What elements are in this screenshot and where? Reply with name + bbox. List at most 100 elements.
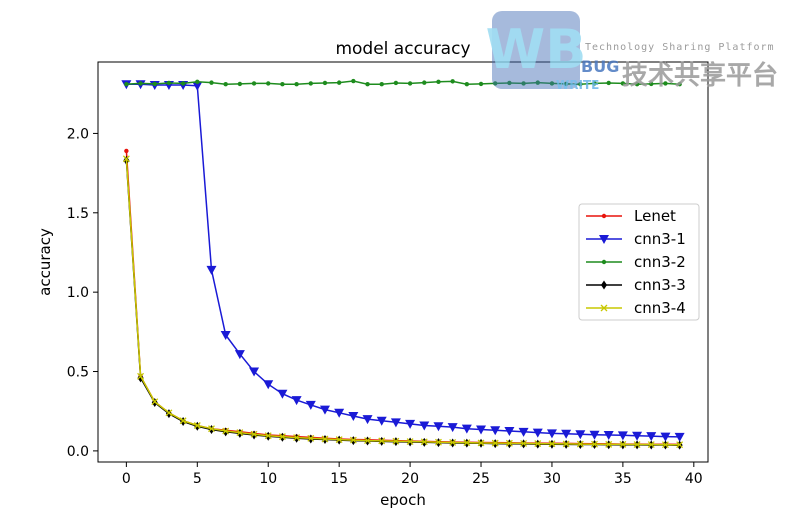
point-cnn3-1 bbox=[660, 432, 671, 442]
point-cnn3-4 bbox=[406, 438, 414, 445]
axis-ticks: 0 5 10 15 20 25 30 35 40 0.0 0.5 1.0 1.5 2.0 bbox=[67, 126, 703, 487]
point-cnn3-2 bbox=[308, 81, 313, 86]
y-tick-label: 0.5 bbox=[67, 365, 89, 381]
point-cnn3-1 bbox=[192, 81, 203, 91]
legend: Lenet cnn3-1 cnn3-2 cnn3-3 cnn3-4 bbox=[578, 203, 700, 321]
point-cnn3-4 bbox=[264, 432, 272, 440]
point-cnn3-1 bbox=[674, 432, 685, 442]
legend-marker-cnn3-4 bbox=[600, 304, 608, 312]
point-cnn3-2 bbox=[180, 81, 186, 86]
x-tick-label: 25 bbox=[472, 471, 490, 487]
point-cnn3-2 bbox=[251, 81, 257, 86]
point-cnn3-2 bbox=[166, 80, 172, 86]
point-cnn3-2 bbox=[294, 82, 299, 87]
watermark-logo-bg bbox=[492, 11, 580, 89]
series-cnn3-2 bbox=[124, 78, 682, 87]
point-cnn3-1 bbox=[305, 400, 316, 410]
point-cnn3-4 bbox=[661, 441, 669, 449]
point-cnn3-2 bbox=[266, 81, 271, 86]
point-cnn3-4 bbox=[477, 439, 485, 447]
watermark-write: WRITE bbox=[556, 78, 599, 92]
point-cnn3-1 bbox=[546, 429, 557, 439]
point-cnn3-4 bbox=[179, 417, 187, 425]
x-tick-label: 10 bbox=[259, 471, 277, 487]
point-cnn3-4 bbox=[293, 434, 301, 442]
point-cnn3-2 bbox=[152, 81, 157, 87]
series-cnn3-1 bbox=[121, 80, 685, 442]
point-cnn3-4 bbox=[520, 439, 528, 447]
point-cnn3-4 bbox=[364, 437, 371, 445]
point-cnn3-4 bbox=[463, 439, 471, 447]
point-cnn3-2 bbox=[124, 82, 129, 87]
point-cnn3-1 bbox=[532, 428, 543, 438]
point-cnn3-1 bbox=[390, 418, 401, 428]
point-cnn3-1 bbox=[319, 405, 330, 415]
point-cnn3-2 bbox=[436, 79, 441, 85]
point-cnn3-2 bbox=[223, 82, 228, 87]
x-tick-label: 35 bbox=[614, 471, 632, 487]
point-Lenet bbox=[124, 148, 129, 154]
point-cnn3-2 bbox=[677, 82, 682, 87]
y-axis-label: accuracy bbox=[36, 228, 54, 296]
point-cnn3-1 bbox=[447, 423, 458, 433]
point-cnn3-1 bbox=[561, 429, 572, 439]
point-cnn3-1 bbox=[376, 416, 387, 426]
point-cnn3-2 bbox=[237, 81, 243, 87]
point-cnn3-2 bbox=[563, 81, 569, 87]
point-cnn3-2 bbox=[478, 81, 484, 87]
x-tick-label: 40 bbox=[685, 471, 703, 487]
point-cnn3-4 bbox=[236, 429, 244, 437]
point-cnn3-1 bbox=[518, 427, 529, 437]
point-cnn3-1 bbox=[234, 350, 245, 360]
point-cnn3-2 bbox=[407, 81, 413, 86]
point-cnn3-1 bbox=[490, 426, 501, 436]
x-tick-label: 0 bbox=[122, 471, 131, 487]
point-cnn3-4 bbox=[505, 439, 513, 447]
point-cnn3-4 bbox=[676, 441, 684, 449]
watermark-logo-letters: WB bbox=[486, 18, 587, 81]
watermark-chinese: 技术共享平台 bbox=[622, 60, 778, 91]
point-cnn3-2 bbox=[521, 81, 526, 86]
point-cnn3-2 bbox=[195, 79, 200, 85]
point-cnn3-4 bbox=[619, 440, 627, 448]
point-cnn3-1 bbox=[575, 430, 586, 440]
point-cnn3-1 bbox=[206, 265, 217, 275]
point-cnn3-1 bbox=[504, 427, 515, 437]
point-cnn3-1 bbox=[348, 411, 359, 421]
legend-marker-Lenet bbox=[601, 213, 607, 219]
point-cnn3-1 bbox=[249, 367, 260, 377]
legend-box bbox=[578, 203, 700, 321]
point-cnn3-2 bbox=[464, 82, 470, 87]
point-cnn3-2 bbox=[138, 81, 143, 86]
point-cnn3-2 bbox=[578, 82, 583, 87]
y-tick-label: 1.0 bbox=[67, 285, 89, 301]
y-tick-label: 1.5 bbox=[67, 206, 89, 222]
point-cnn3-4 bbox=[562, 440, 570, 448]
point-cnn3-4 bbox=[349, 436, 357, 444]
legend-label-cnn3-4: cnn3-4 bbox=[634, 299, 686, 317]
point-cnn3-4 bbox=[435, 438, 442, 446]
point-cnn3-4 bbox=[420, 438, 428, 446]
point-cnn3-1 bbox=[220, 331, 231, 341]
point-cnn3-1 bbox=[291, 396, 302, 406]
point-cnn3-2 bbox=[620, 81, 626, 86]
watermark-logo: WB BUG WRITE Technology Sharing Platform… bbox=[486, 11, 778, 92]
point-cnn3-1 bbox=[646, 432, 657, 442]
x-axis-label: epoch bbox=[380, 491, 426, 509]
point-cnn3-4 bbox=[193, 422, 201, 429]
point-cnn3-4 bbox=[591, 440, 598, 448]
point-cnn3-4 bbox=[307, 434, 315, 442]
point-cnn3-1 bbox=[433, 422, 444, 432]
watermark-tagline: Technology Sharing Platform bbox=[585, 42, 775, 53]
point-cnn3-1 bbox=[277, 389, 288, 399]
point-cnn3-1 bbox=[461, 424, 472, 434]
point-cnn3-4 bbox=[576, 440, 584, 448]
y-tick-label: 2.0 bbox=[67, 126, 89, 142]
point-cnn3-1 bbox=[405, 419, 416, 429]
chart-title: model accuracy bbox=[335, 39, 470, 59]
point-cnn3-4 bbox=[222, 427, 230, 435]
legend-marker-cnn3-3 bbox=[601, 280, 607, 290]
point-cnn3-2 bbox=[663, 81, 668, 86]
series-cnn3-4 bbox=[122, 155, 684, 449]
point-cnn3-4 bbox=[605, 440, 613, 448]
